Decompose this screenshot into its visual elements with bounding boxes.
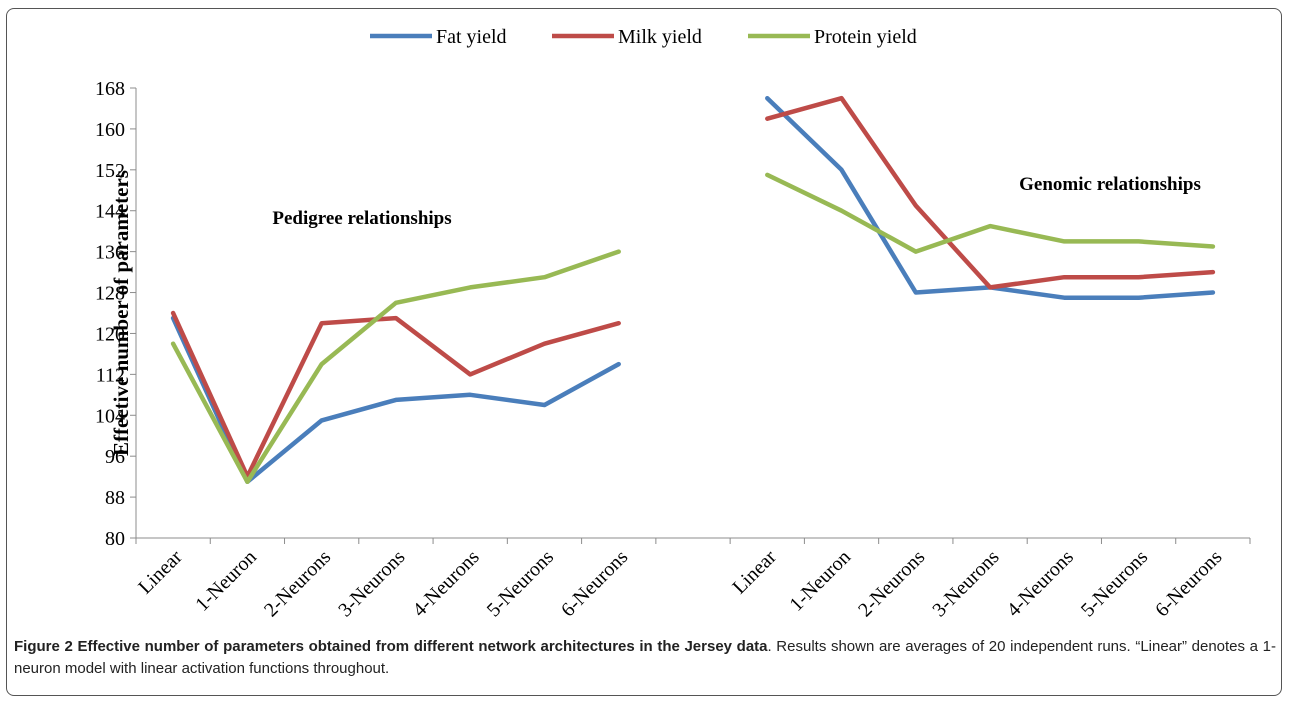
x-tick-label: 6-Neurons [1151, 546, 1226, 621]
line-chart: 80 88 96 104 112 120 128 136 144 152 160 168 Linear… [95, 26, 1251, 621]
y-tick-label: 144 [95, 201, 125, 223]
y-tick-label: 96 [105, 446, 125, 468]
caption-text: . Results shown are averages of 20 indep… [14, 638, 1276, 677]
y-tick-label: 168 [95, 78, 125, 100]
annotations: Pedigree relationships Genomic relationsh… [272, 174, 1201, 229]
annotation-pedigree: Pedigree relationships [272, 208, 451, 229]
x-tick-label: 2-Neurons [260, 546, 335, 621]
x-tick-label: Linear [134, 546, 187, 599]
figure-caption: Figure 2 Effective number of parameters … [14, 636, 1276, 680]
y-tick-label: 152 [95, 160, 125, 182]
y-tick-label: 104 [95, 405, 125, 427]
x-tick-label: 3-Neurons [928, 546, 1003, 621]
legend: Fat yield Milk yield Protein yield [370, 26, 917, 48]
series-lines [170, 95, 1216, 485]
series-line-genomic [765, 172, 1216, 254]
y-tick-label: 112 [96, 364, 125, 386]
y-tick-label: 160 [95, 119, 125, 141]
y-tick-label: 88 [105, 487, 125, 509]
y-tick-label: 120 [95, 323, 125, 345]
legend-label: Protein yield [814, 26, 917, 48]
figure-frame [6, 8, 1282, 696]
caption-title: Figure 2 Effective number of parameters … [14, 638, 768, 655]
x-ticks: Linear 1-Neuron 2-Neurons 3-Neurons 4-Neuron… [134, 538, 1251, 621]
axes [135, 88, 1250, 539]
y-tick-label: 80 [105, 528, 125, 550]
y-tick-label: 128 [95, 283, 125, 305]
annotation-genomic: Genomic relationships [1019, 174, 1201, 195]
legend-label: Fat yield [436, 26, 507, 48]
series-line-genomic [765, 95, 1216, 290]
x-tick-label: 5-Neurons [483, 546, 558, 621]
y-axis-label: Effective number of parameters [109, 170, 133, 456]
series-line-genomic [765, 95, 1216, 300]
series-line-pedigree [170, 249, 621, 485]
y-ticks: 80 88 96 104 112 120 128 136 144 152 160 168 [95, 78, 136, 550]
x-tick-label: 2-Neurons [854, 546, 929, 621]
x-tick-label: 4-Neurons [408, 546, 483, 621]
x-tick-label: 5-Neurons [1077, 546, 1152, 621]
x-tick-label: 4-Neurons [1003, 546, 1078, 621]
x-tick-label: 6-Neurons [557, 546, 632, 621]
x-tick-label: Linear [728, 546, 781, 599]
x-tick-label: 1-Neuron [785, 546, 855, 616]
series-line-pedigree [170, 310, 621, 479]
x-tick-label: 3-Neurons [334, 546, 409, 621]
y-tick-label: 136 [95, 242, 125, 264]
legend-label: Milk yield [618, 26, 702, 48]
x-tick-label: 1-Neuron [191, 546, 261, 616]
